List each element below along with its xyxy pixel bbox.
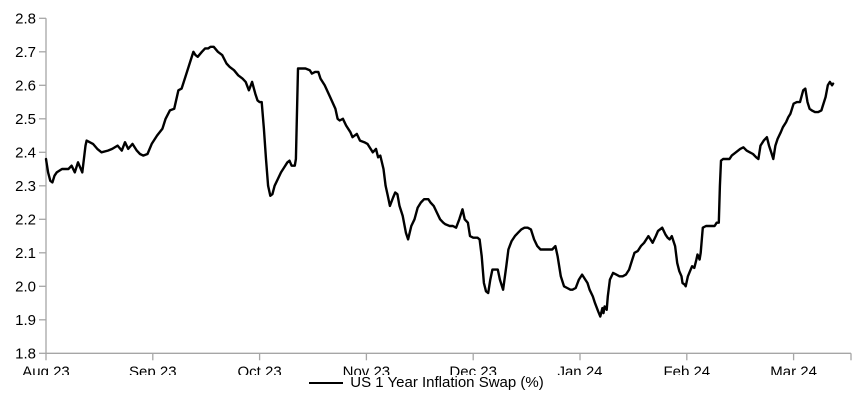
y-tick-label: 2.7 (15, 44, 36, 61)
y-tick-label: 1.8 (15, 345, 36, 362)
legend-series-label: US 1 Year Inflation Swap (%) (350, 374, 544, 391)
x-tick-label: Aug 23 (22, 363, 70, 375)
x-tick-label: Oct 23 (238, 363, 282, 375)
y-tick-label: 2.8 (15, 10, 36, 27)
axes (45, 18, 851, 354)
y-tick-label: 2.6 (15, 77, 36, 94)
y-tick-label: 2.0 (15, 278, 36, 295)
y-axis-ticks: 1.8 1.9 2.0 2.1 2.2 2.3 2.4 2.5 2.6 2.7 2.8 (15, 10, 46, 362)
x-tick-label: Mar 24 (770, 363, 817, 375)
y-tick-label: 2.5 (15, 111, 36, 128)
x-tick-label: Nov 23 (343, 363, 391, 375)
line-chart-canvas: 1.8 1.9 2.0 2.1 2.2 2.3 2.4 2.5 2.6 2.7 2.8 Aug 23 S… (15, 10, 852, 375)
y-tick-label: 2.1 (15, 245, 36, 262)
y-tick-label: 2.3 (15, 178, 36, 195)
x-tick-label: Sep 23 (129, 363, 177, 375)
y-tick-label: 2.2 (15, 211, 36, 228)
x-tick-label: Feb 24 (663, 363, 710, 375)
x-tick-label: Dec 23 (449, 363, 497, 375)
y-tick-label: 1.9 (15, 312, 36, 329)
x-axis-ticks: Aug 23 Sep 23 Oct 23 Nov 23 Dec 23 Jan 24 Feb … (22, 353, 852, 375)
legend-line-swatch-icon (309, 382, 344, 384)
x-tick-label: Jan 24 (557, 363, 602, 375)
legend: US 1 Year Inflation Swap (%) (0, 373, 853, 393)
series-line (44, 45, 835, 318)
y-tick-label: 2.4 (15, 144, 36, 161)
